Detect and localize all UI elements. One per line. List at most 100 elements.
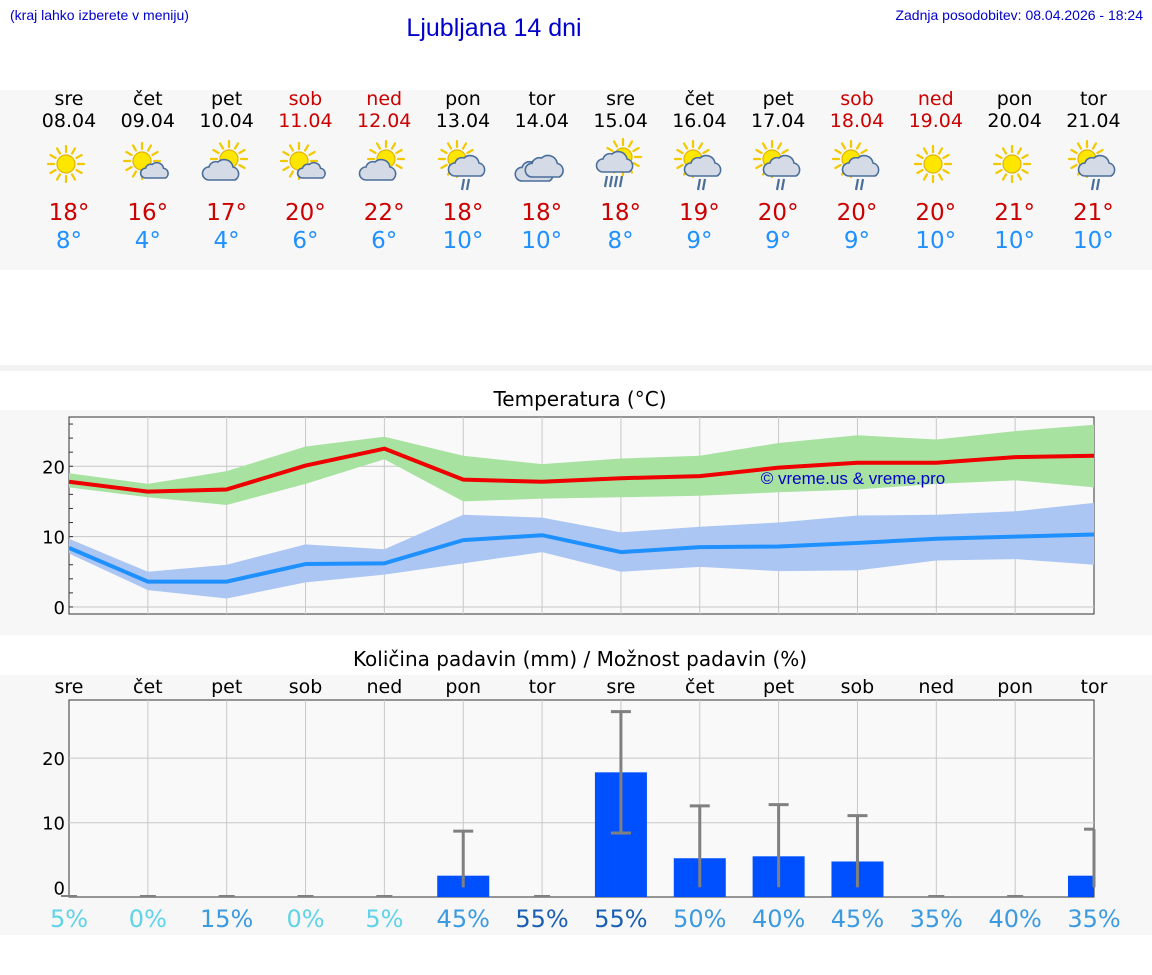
x-category-label: pon [445,676,481,698]
x-category-label: čet [133,676,163,698]
precipitation-chart-title: Količina padavin (mm) / Možnost padavin … [352,647,808,671]
sun-cloud-rain-icon [660,139,738,191]
precipitation-probability: 50% [673,905,726,933]
sun-cloud-rain-icon [424,139,502,191]
min-temperature: 10° [1073,228,1114,254]
day-column: ned 12.04 22° 6° [345,88,423,255]
day-date: 15.04 [593,110,648,132]
day-name: pet [210,88,243,110]
min-temperature: 6° [371,228,398,254]
min-temperature: 10° [442,228,484,254]
day-column: sre 08.04 18° 8° [30,88,108,255]
precipitation-probability: 5% [50,905,88,933]
copyright-watermark: © vreme.us & vreme.pro [761,469,945,488]
x-category-label: čet [685,676,715,698]
min-temperature-line [68,532,1095,584]
day-date: 11.04 [278,110,333,132]
day-column: sob 18.04 20° 9° [818,88,896,255]
day-column: sre 15.04 18° 8° [582,88,660,255]
day-date: 13.04 [435,110,491,132]
precipitation-probability: 0% [286,905,324,933]
y-tick-label: 10 [42,528,65,549]
day-name: ned [917,88,954,110]
precipitation-probability: 35% [910,905,963,933]
min-temperature: 6° [292,228,319,254]
precipitation-probability: 45% [437,905,490,933]
precipitation-probability: 55% [594,905,647,933]
x-category-label: ned [918,676,954,698]
sun-small-cloud-icon [109,140,187,190]
precipitation-probability: 55% [515,905,568,933]
x-category-label: tor [1081,676,1108,698]
y-tick-label: 20 [42,749,65,770]
day-name: čet [133,88,163,110]
sun-icon [30,140,108,190]
x-category-label: sob [289,676,323,698]
min-temperature: 4° [134,228,161,254]
page-title: Ljubljana 14 dni [406,14,582,42]
min-temperature-range-band [69,502,1094,599]
day-name: sre [54,88,84,110]
min-temperature: 10° [915,228,957,254]
day-column: pet 17.04 20° 9° [739,88,817,255]
day-column: sob 11.04 20° 6° [266,88,344,255]
precipitation-probability: 15% [200,905,253,933]
max-temperature: 19° [679,200,720,226]
forecast-band [0,90,1152,270]
x-category-label: pon [997,676,1033,698]
x-category-label: sob [841,676,875,698]
y-tick-label: 0 [54,878,65,899]
temperature-chart-title: Temperatura (°C) [493,387,667,411]
y-tick-label: 20 [42,457,65,478]
day-name: čet [684,88,715,110]
precipitation-probability: 35% [1067,905,1120,933]
min-temperature: 8° [55,228,83,254]
max-temperature-line [68,446,1095,494]
x-category-label: pet [211,676,242,698]
last-update-timestamp: Zadnja posodobitev: 08.04.2026 - 18:24 [895,7,1143,23]
day-column: tor 21.04 21° 10° [1054,88,1132,255]
sun-small-cloud-icon [266,140,344,190]
max-temperature: 16° [127,200,169,226]
day-column: čet 09.04 16° 4° [109,88,187,255]
day-date: 14.04 [514,110,569,132]
x-category-label: pet [763,676,794,698]
y-tick-label: 0 [54,598,65,619]
day-date: 16.04 [672,110,727,132]
sun-icon [976,140,1054,190]
min-temperature: 10° [521,228,563,254]
day-name: sob [288,88,323,110]
day-name: pet [762,88,794,110]
max-temperature: 20° [285,200,326,226]
max-temperature: 18° [521,200,563,226]
day-name: tor [1079,88,1107,110]
sun-cloud-icon [188,139,266,190]
day-name: pon [445,88,481,110]
max-temperature: 18° [48,200,90,226]
max-temperature: 17° [206,200,247,226]
day-column: pon 20.04 21° 10° [976,88,1054,255]
day-date: 20.04 [987,110,1042,132]
day-name: sre [606,88,636,110]
day-name: pon [996,88,1033,110]
day-name: ned [366,88,403,110]
x-category-label: sre [606,676,635,698]
x-category-label: tor [529,676,556,698]
day-date: 10.04 [199,110,254,132]
day-date: 08.04 [41,110,97,132]
day-date: 09.04 [120,110,175,132]
max-temperature: 20° [836,200,878,226]
precipitation-plot-area [68,699,1095,898]
day-column: ned 19.04 20° 10° [897,88,975,255]
day-column: čet 16.04 19° 9° [660,88,738,255]
precipitation-bar [1068,875,1094,897]
precipitation-probability: 40% [988,905,1041,933]
max-temperature: 18° [442,200,484,226]
cloudy-icon [503,140,581,190]
y-tick-label: 10 [42,814,65,835]
min-temperature: 10° [994,228,1035,254]
day-name: tor [528,88,556,110]
x-category-label: sre [55,676,84,698]
min-temperature: 9° [843,228,871,254]
min-temperature: 9° [765,228,792,254]
